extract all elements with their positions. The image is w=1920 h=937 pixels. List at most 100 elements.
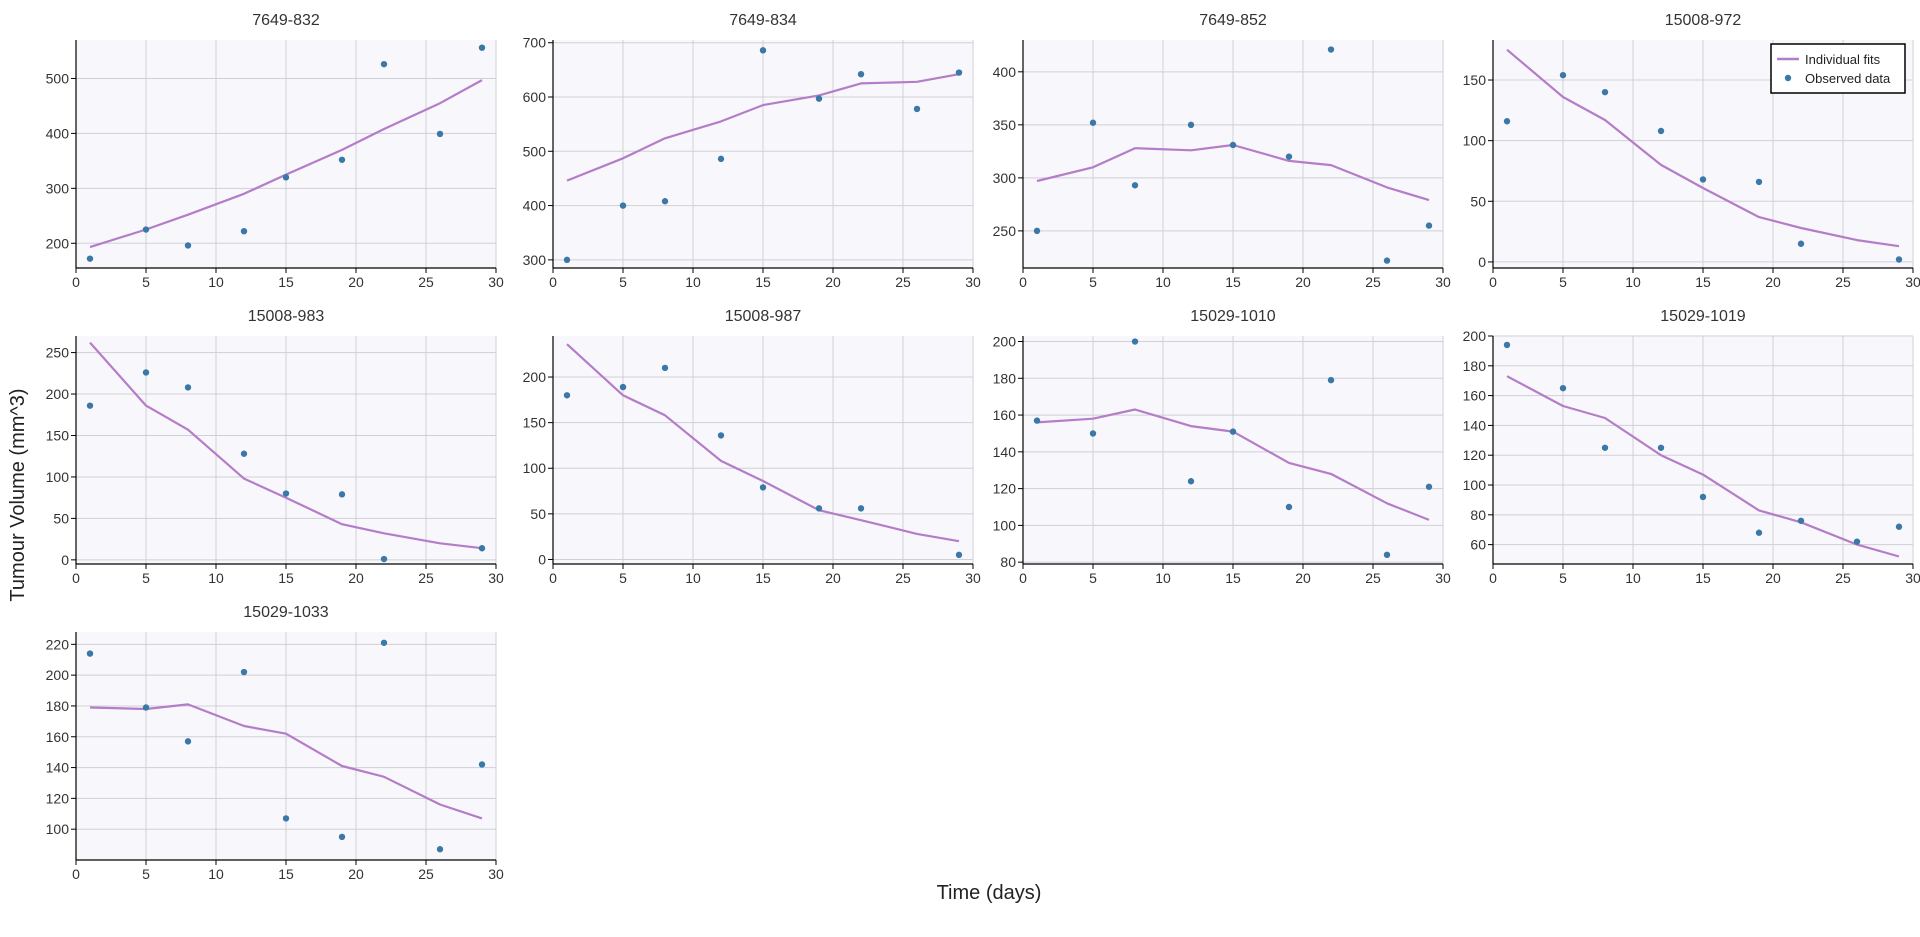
observed-point [184,384,192,391]
y-tick-label: 250 [993,223,1017,239]
observed-point [1755,178,1763,186]
y-tick-label: 180 [993,370,1017,386]
y-tick-label: 50 [53,510,69,526]
x-tick-label: 30 [1435,274,1451,290]
x-tick-label: 15 [755,570,771,586]
observed-point [1425,483,1433,490]
x-tick-label: 5 [1089,570,1097,586]
y-tick-label: 0 [538,551,546,567]
observed-point [1089,119,1097,126]
observed-point [1699,493,1707,501]
y-tick-label: 50 [530,506,546,522]
x-tick-label: 20 [1765,570,1781,586]
y-tick-label: 400 [523,198,547,214]
y-tick-label: 60 [1470,537,1486,553]
x-tick-label: 0 [1489,274,1497,290]
legend-fit-label: Individual fits [1805,52,1881,67]
y-tick-label: 120 [1463,447,1487,463]
y-tick-label: 100 [46,469,70,485]
y-tick-label: 150 [1463,72,1487,88]
y-tick-label: 200 [46,235,70,251]
x-tick-label: 25 [418,570,434,586]
subplot-15029-1010: 0 5 10 15 20 25 30 80 100 120 140 160 180 200 15029-10… [993,308,1451,586]
observed-point [1503,118,1511,125]
x-tick-label: 15 [755,274,771,290]
observed-point [282,174,290,181]
x-tick-label: 5 [142,274,150,290]
x-tick-label: 30 [1905,570,1920,586]
x-tick-label: 0 [72,866,80,882]
observed-point [338,833,346,841]
x-tick-label: 15 [1695,274,1711,290]
fit-line [566,343,960,543]
x-tick-label: 5 [619,274,627,290]
y-tick-label: 300 [523,252,547,268]
y-tick-label: 400 [993,64,1017,80]
x-tick-label: 30 [965,570,981,586]
observed-point [1755,529,1763,536]
observed-point [1327,46,1335,53]
observed-point [1657,127,1665,135]
legend-box [1770,43,1906,94]
observed-point [759,484,767,491]
observed-point [282,490,290,497]
y-tick-label: 150 [46,427,70,443]
legend-observed-swatch [1784,74,1792,82]
observed-point [1559,71,1567,79]
observed-point [1229,428,1237,435]
observed-point [1285,503,1293,511]
x-tick-label: 30 [1905,274,1920,290]
x-tick-label: 25 [418,274,434,290]
x-tick-label: 15 [1695,570,1711,586]
subplot-15008-987: 0 5 10 15 20 25 30 0 50 100 150 200 15008-987 [523,308,981,586]
x-tick-label: 10 [1155,570,1171,586]
observed-point [240,450,248,457]
observed-point [338,491,346,498]
observed-point [282,815,290,822]
x-tick-label: 20 [1295,570,1311,586]
y-tick-label: 80 [1000,554,1016,570]
observed-point [478,44,486,51]
observed-point [1503,341,1511,349]
x-tick-label: 30 [488,866,504,882]
x-tick-label: 25 [1365,570,1381,586]
observed-point [1797,240,1805,247]
subplot-7649-852: 0 5 10 15 20 25 30 250 300 350 400 7649-852 [993,12,1451,290]
x-tick-label: 10 [685,570,701,586]
observed-point [1383,551,1391,559]
x-tick-label: 0 [549,274,557,290]
subplot-title: 7649-852 [1199,12,1267,29]
x-tick-label: 30 [488,274,504,290]
legend: Individual fits Observed data [1770,43,1906,94]
observed-point [759,47,767,54]
observed-point [142,704,150,711]
y-tick-label: 100 [46,821,70,837]
y-tick-label: 300 [993,170,1017,186]
observed-point [619,383,627,391]
x-tick-label: 25 [895,274,911,290]
observed-point [1383,257,1391,264]
x-tick-label: 5 [1559,570,1567,586]
subplot-7649-832: 0 5 10 15 20 25 30 200 300 400 500 7649-832 [46,12,504,290]
subplot-7649-834: 0 5 10 15 20 25 30 300 400 500 600 700 7649-834 [523,12,981,290]
observed-point [436,846,444,853]
x-tick-label: 5 [619,570,627,586]
subplot-15029-1019: 0 5 10 15 20 25 30 60 80 100 120 140 160 180 200 15029-… [1463,308,1920,586]
observed-point [815,505,823,512]
observed-point [619,202,627,209]
y-tick-label: 140 [46,760,70,776]
y-tick-label: 200 [46,386,70,402]
observed-point [1089,430,1097,437]
subplot-title: 15008-983 [248,308,325,325]
observed-point [1895,256,1903,263]
observed-point [1797,517,1805,524]
legend-observed-label: Observed data [1805,71,1891,86]
observed-point [913,105,921,113]
fit-line [89,341,483,550]
observed-point [857,71,865,78]
x-tick-label: 20 [348,274,364,290]
x-tick-label: 10 [1625,570,1641,586]
observed-point [661,364,669,372]
observed-point [1425,222,1433,229]
subplot-15029-1033: 0 5 10 15 20 25 30 100 120 140 160 180 200 220 15029-1… [46,604,504,882]
